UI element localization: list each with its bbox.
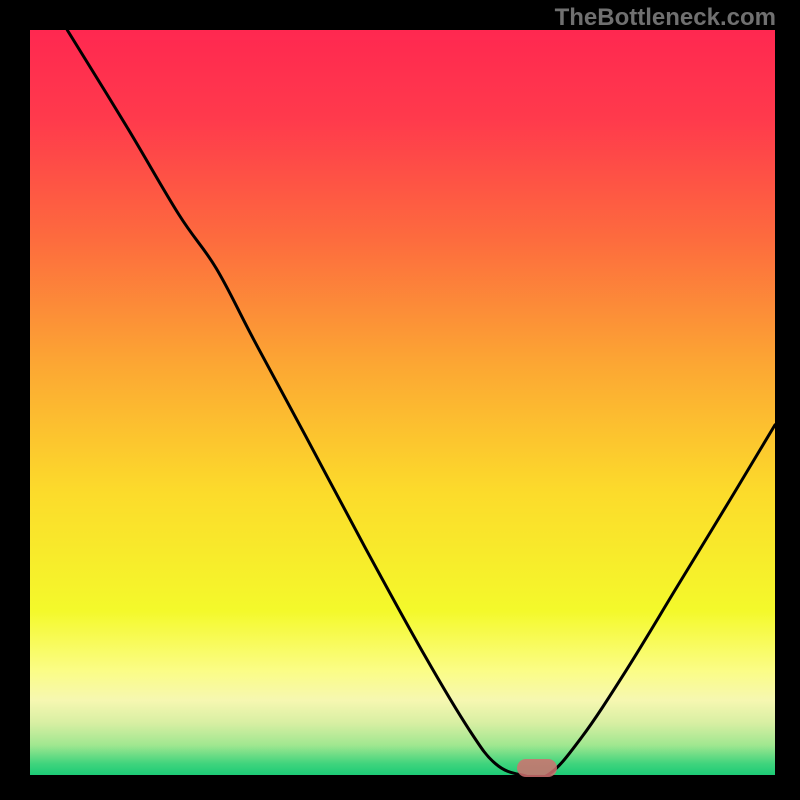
- chart-container: TheBottleneck.com: [0, 0, 800, 800]
- optimal-marker: [517, 759, 557, 777]
- plot-area: [30, 30, 775, 775]
- watermark-label: TheBottleneck.com: [555, 4, 776, 32]
- bottleneck-curve: [30, 30, 775, 775]
